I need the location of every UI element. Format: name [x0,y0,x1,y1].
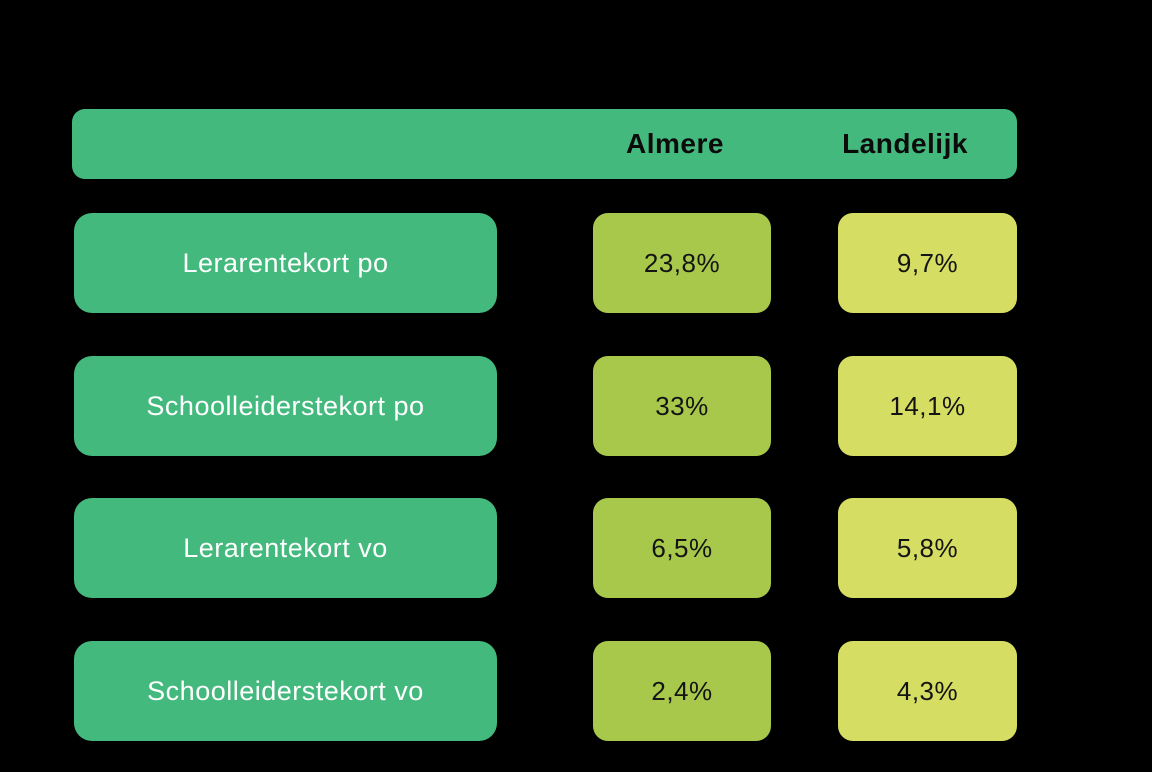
almere-value-cell: 6,5% [593,498,771,598]
landelijk-value-cell: 5,8% [838,498,1017,598]
row-label: Schoolleiderstekort vo [74,641,497,741]
almere-value-cell: 2,4% [593,641,771,741]
almere-value-cell: 33% [593,356,771,456]
table-row: Lerarentekort po 23,8% 9,7% [0,213,1152,313]
landelijk-value-cell: 14,1% [838,356,1017,456]
row-label: Schoolleiderstekort po [74,356,497,456]
row-label: Lerarentekort po [74,213,497,313]
column-header-almere: Almere [626,128,724,159]
table-header-bar [72,109,1017,179]
table-row: Lerarentekort vo 6,5% 5,8% [0,498,1152,598]
column-header-landelijk: Landelijk [842,128,968,159]
table-row: Schoolleiderstekort po 33% 14,1% [0,356,1152,456]
row-label: Lerarentekort vo [74,498,497,598]
almere-value-cell: 23,8% [593,213,771,313]
landelijk-value-cell: 9,7% [838,213,1017,313]
landelijk-value-cell: 4,3% [838,641,1017,741]
table-row: Schoolleiderstekort vo 2,4% 4,3% [0,641,1152,741]
